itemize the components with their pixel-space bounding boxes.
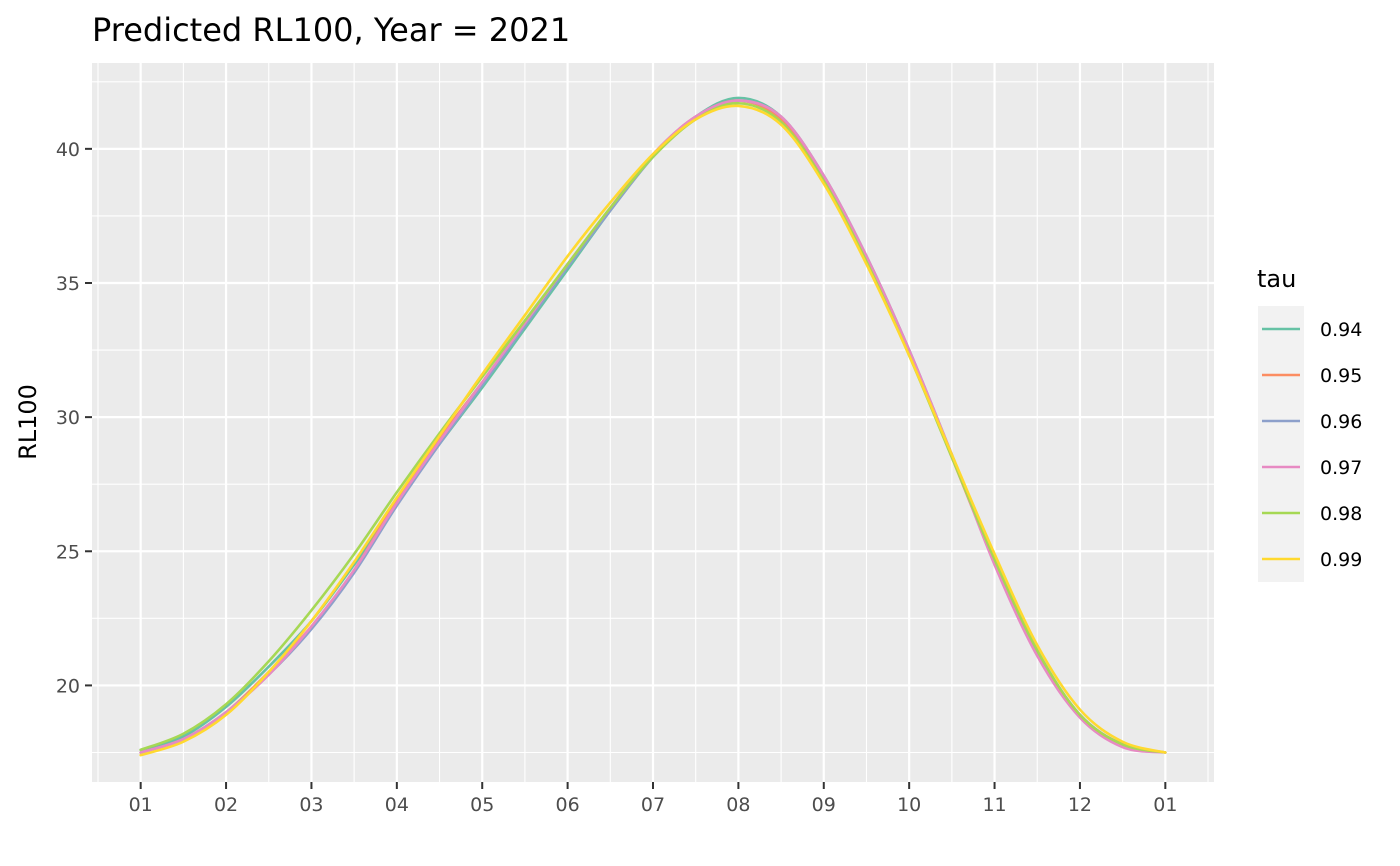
- series-lines: [139, 96, 1167, 757]
- legend-label: 0.97: [1320, 457, 1362, 479]
- x-tick-label: 03: [299, 794, 323, 816]
- legend-label: 0.96: [1320, 411, 1362, 433]
- x-tick-label: 04: [385, 794, 409, 816]
- x-tick-label: 05: [470, 794, 494, 816]
- y-tick-label: 30: [56, 407, 80, 429]
- legend-label: 0.94: [1320, 319, 1362, 341]
- legend-label: 0.95: [1320, 365, 1362, 387]
- x-tick-label: 06: [556, 794, 580, 816]
- y-axis-title: RL100: [14, 384, 42, 460]
- legend-title: tau: [1257, 265, 1296, 293]
- x-tick-label: 07: [641, 794, 665, 816]
- legend-label: 0.99: [1320, 549, 1362, 571]
- x-tick-label: 01: [129, 794, 153, 816]
- x-tick-label: 11: [982, 794, 1006, 816]
- legend-label: 0.98: [1320, 503, 1362, 525]
- x-tick-label: 10: [897, 794, 921, 816]
- x-tick-label: 01: [1153, 794, 1177, 816]
- x-tick-label: 08: [726, 794, 750, 816]
- x-tick-label: 02: [214, 794, 238, 816]
- series-line-0.99: [139, 104, 1167, 757]
- series-line-0.98: [139, 101, 1167, 754]
- y-tick-label: 35: [56, 273, 80, 295]
- major-gridlines: [92, 63, 1214, 782]
- legend-key-background: [1258, 306, 1304, 582]
- legend: 0.94 0.95 0.96 0.97 0.98 0.99: [1258, 306, 1362, 582]
- chart-title: Predicted RL100, Year = 2021: [92, 11, 570, 49]
- y-axis: 20 25 30 35 40: [56, 139, 92, 697]
- y-tick-label: 20: [56, 675, 80, 697]
- x-axis: 01 02 03 04 05 06 07 08 09 10 11 12 01: [129, 782, 1177, 816]
- y-tick-label: 40: [56, 139, 80, 161]
- x-tick-label: 12: [1068, 794, 1092, 816]
- y-tick-label: 25: [56, 541, 80, 563]
- x-tick-label: 09: [812, 794, 836, 816]
